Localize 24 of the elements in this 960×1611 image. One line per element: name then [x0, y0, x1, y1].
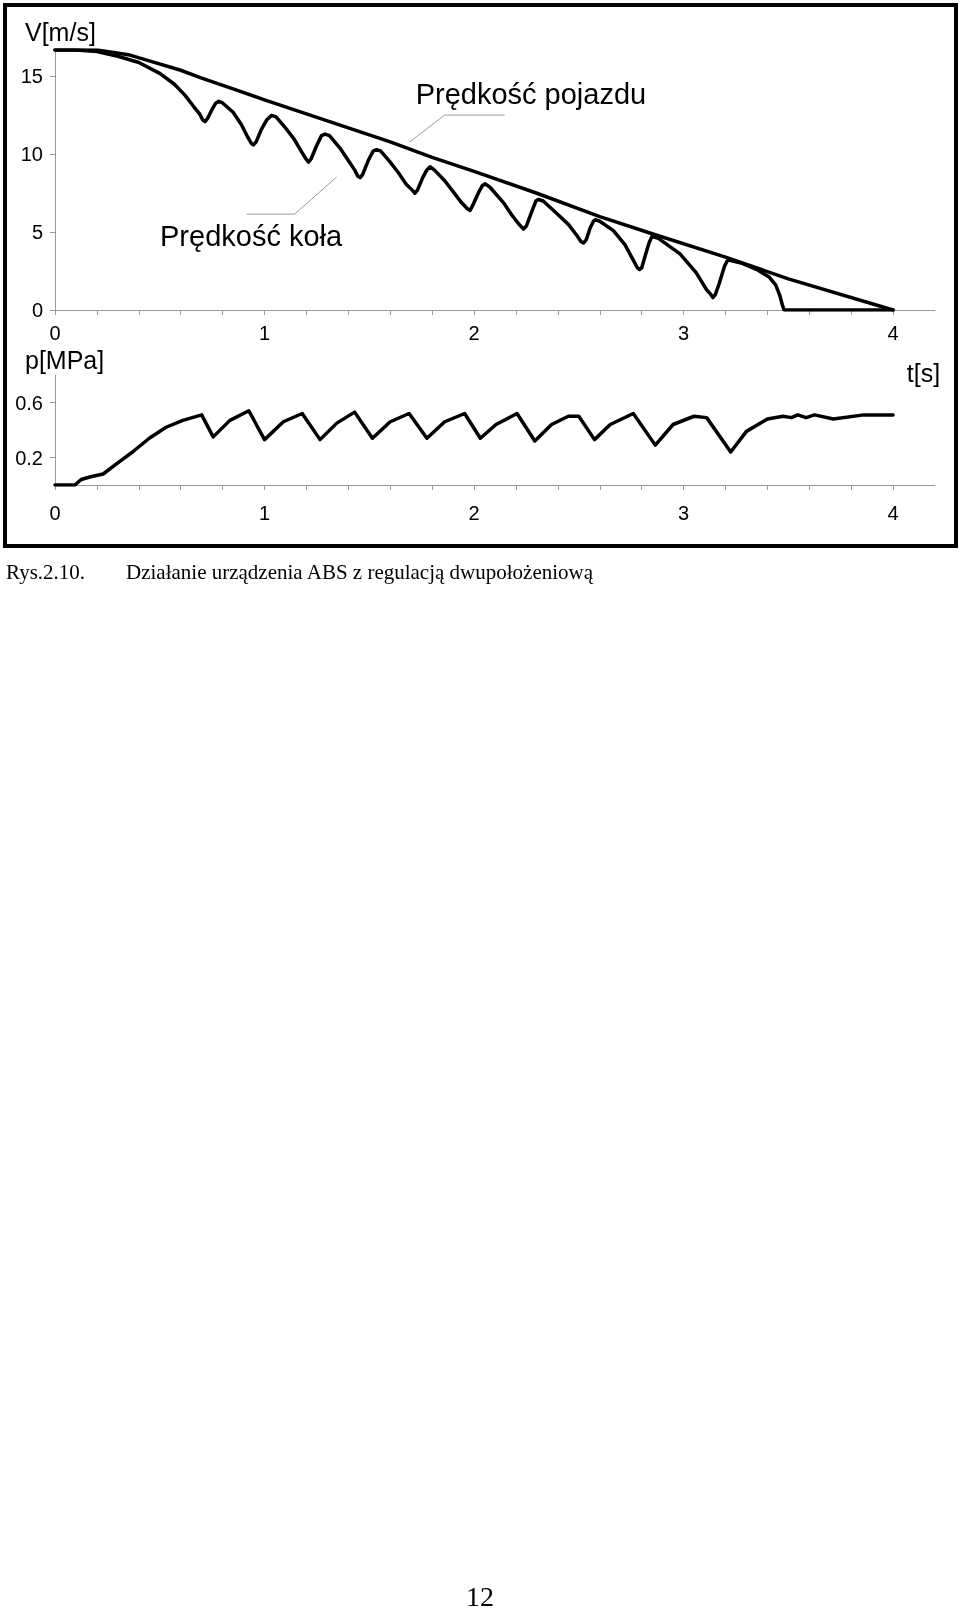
x-tick-label: 0 — [49, 322, 61, 344]
y-tick-label: 5 — [31, 221, 43, 244]
x-tick-label: 2 — [468, 502, 480, 524]
y-tick-label: 0 — [31, 299, 43, 321]
y-tick-label: 0.6 — [15, 391, 43, 414]
x-tick-label: 0 — [49, 502, 61, 524]
y-tick-label: 0.2 — [15, 446, 43, 469]
x-axis-title: t[s] — [906, 359, 941, 387]
series-label: Prędkość pojazdu — [415, 78, 647, 111]
y-tick-label: 15 — [20, 65, 43, 88]
y-tick-label: 10 — [20, 143, 43, 166]
series-label: Prędkość koła — [160, 220, 344, 253]
y-axis-title: V[m/s] — [25, 18, 96, 46]
text: Działanie urządzenia ABS z regulacją dwupołożeniową — [126, 560, 594, 584]
x-tick-label: 4 — [887, 322, 899, 344]
x-tick-label: 1 — [258, 322, 271, 344]
x-tick-label: 3 — [678, 502, 690, 524]
text: 12 — [466, 1581, 494, 1611]
x-tick-label: 2 — [468, 322, 480, 344]
y-axis-title: p[MPa] — [25, 346, 105, 374]
x-tick-label: 4 — [887, 502, 899, 524]
text: Rys.2.10. — [6, 560, 86, 584]
x-tick-label: 1 — [258, 502, 271, 524]
x-tick-label: 3 — [678, 322, 690, 344]
